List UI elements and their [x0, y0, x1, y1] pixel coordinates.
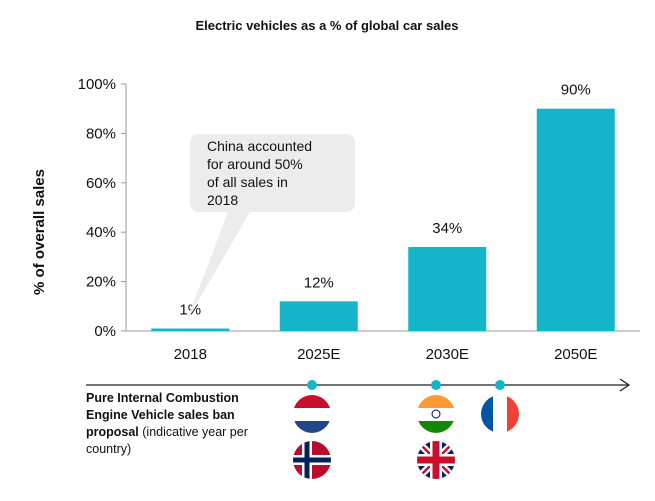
timeline-dot-france	[495, 380, 505, 390]
timeline-dot-2030	[431, 380, 441, 390]
timeline-arrowhead-icon	[619, 378, 631, 392]
annotation-callout: China accounted for around 50% of all sa…	[186, 134, 355, 322]
y-tick-label: 20%	[86, 274, 116, 291]
annotation-line: of all sales in	[207, 174, 288, 190]
bar	[279, 301, 358, 331]
bar	[536, 108, 615, 331]
annotation-line: 2018	[207, 192, 238, 208]
bar-value-label: 1%	[179, 302, 201, 319]
x-tick-label: 2050E	[554, 346, 597, 363]
bar-value-label: 34%	[432, 220, 462, 237]
y-tick-label: 0%	[94, 323, 116, 340]
callout-bubble	[186, 134, 355, 322]
bar-value-labels: 1% 12% 34% 90%	[179, 82, 590, 319]
bar-value-label: 12%	[304, 274, 334, 291]
timeline	[86, 378, 631, 392]
bars	[151, 108, 615, 331]
x-axis-tick-labels: 2018 2025E 2030E 2050E	[174, 346, 598, 363]
chart-title: Electric vehicles as a % of global car s…	[195, 18, 458, 33]
y-tick-label: 60%	[86, 175, 116, 192]
bar	[408, 247, 487, 331]
france-flag-icon	[481, 395, 519, 433]
x-tick-label: 2030E	[426, 346, 469, 363]
timeline-caption-bold: Pure Internal Combustion Engine Vehicle …	[86, 391, 239, 439]
annotation-line: China accounted	[207, 138, 312, 154]
timeline-caption-regular: (indicative year per country)	[86, 425, 248, 456]
india-flag-icon	[417, 395, 455, 433]
norway-flag-icon	[293, 441, 331, 479]
annotation-text: China accounted for around 50% of all sa…	[207, 138, 316, 208]
y-axis-label: % of overall sales	[31, 169, 48, 295]
netherlands-flag-icon	[293, 395, 331, 433]
timeline-dot-2025	[307, 380, 317, 390]
y-tick-label: 100%	[78, 76, 116, 93]
timeline-caption: Pure Internal Combustion Engine Vehicle …	[86, 390, 271, 458]
bar	[151, 328, 230, 331]
annotation-line: for around 50%	[207, 156, 303, 172]
x-tick-label: 2018	[174, 346, 207, 363]
uk-flag-icon	[417, 441, 455, 479]
bar-value-label: 90%	[561, 82, 591, 99]
y-tick-label: 80%	[86, 125, 116, 142]
y-tick-label: 40%	[86, 224, 116, 241]
x-tick-label: 2025E	[297, 346, 340, 363]
